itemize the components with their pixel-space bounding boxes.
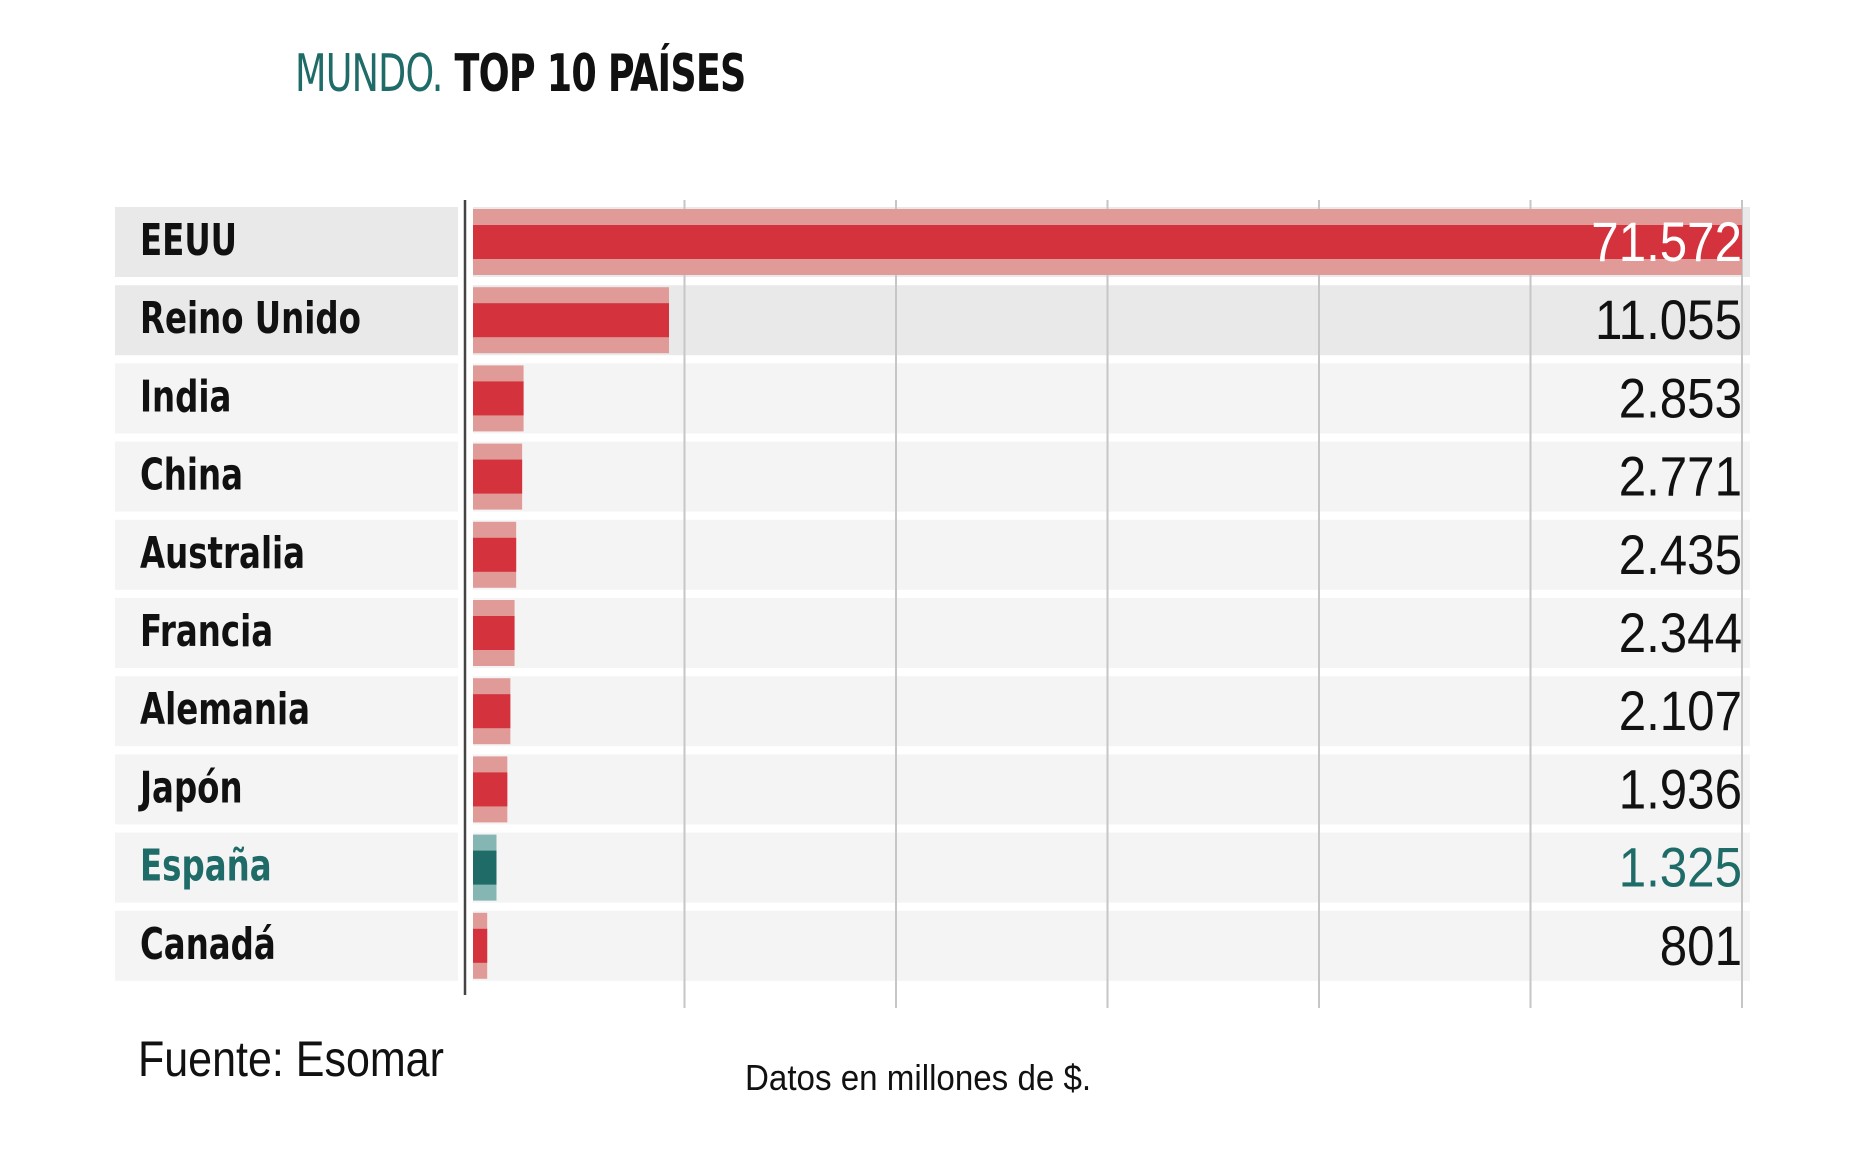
row-label-bg xyxy=(115,363,458,434)
bar xyxy=(473,850,497,885)
bar xyxy=(473,225,1742,259)
row-plot-bg xyxy=(473,598,1750,668)
value-label: 2.107 xyxy=(1619,680,1742,743)
row-label-bg xyxy=(115,441,458,512)
category-label: China xyxy=(140,450,243,500)
value-label: 2.771 xyxy=(1619,446,1742,509)
row-plot-bg xyxy=(473,832,1750,903)
bar xyxy=(473,616,515,650)
row-label-bg xyxy=(115,832,458,903)
chart-title-region: MUNDO. xyxy=(295,44,443,104)
row-label-bg xyxy=(115,285,458,356)
row-plot-bg xyxy=(473,910,1750,981)
row-plot-bg xyxy=(473,285,1750,356)
row-plot-bg xyxy=(473,441,1750,512)
row-plot-bg xyxy=(473,519,1750,590)
row-label-bg xyxy=(115,754,458,825)
category-label: España xyxy=(140,841,272,891)
category-label: Alemania xyxy=(140,685,310,735)
value-label: 2.435 xyxy=(1619,524,1742,587)
row-plot-bg xyxy=(473,754,1750,825)
row-label-bg xyxy=(115,598,458,668)
value-label: 11.055 xyxy=(1595,289,1742,352)
value-label: 1.936 xyxy=(1619,759,1742,822)
bar xyxy=(473,537,517,572)
row-label-bg xyxy=(115,519,458,590)
chart-title: MUNDO. TOP 10 PAÍSES xyxy=(295,44,746,104)
value-label: 1.325 xyxy=(1619,837,1742,900)
row-plot-bg xyxy=(473,363,1750,434)
bar xyxy=(473,772,508,807)
bar xyxy=(473,303,670,338)
category-label: India xyxy=(140,372,231,422)
row-label-bg xyxy=(115,910,458,981)
value-label: 801 xyxy=(1660,915,1742,978)
category-label: Reino Unido xyxy=(140,294,361,344)
bar xyxy=(473,381,524,416)
units-note: Datos en millones de $. xyxy=(745,1057,1092,1098)
source-label: Fuente: Esomar xyxy=(138,1031,444,1087)
chart-title-text: TOP 10 PAÍSES xyxy=(454,44,746,104)
value-label: 2.853 xyxy=(1619,368,1742,431)
category-label: Japón xyxy=(137,763,242,813)
category-label: Francia xyxy=(140,607,273,657)
category-label: Canadá xyxy=(140,919,276,969)
category-label: Australia xyxy=(140,528,305,578)
bar xyxy=(473,694,511,729)
value-label: 2.344 xyxy=(1619,602,1742,665)
row-label-bg xyxy=(115,676,458,747)
value-label: 71.572 xyxy=(1591,211,1742,274)
category-label: EEUU xyxy=(140,216,237,266)
bar xyxy=(473,459,523,494)
bar xyxy=(473,928,488,963)
row-label-bg xyxy=(115,207,458,277)
row-plot-bg xyxy=(473,676,1750,747)
